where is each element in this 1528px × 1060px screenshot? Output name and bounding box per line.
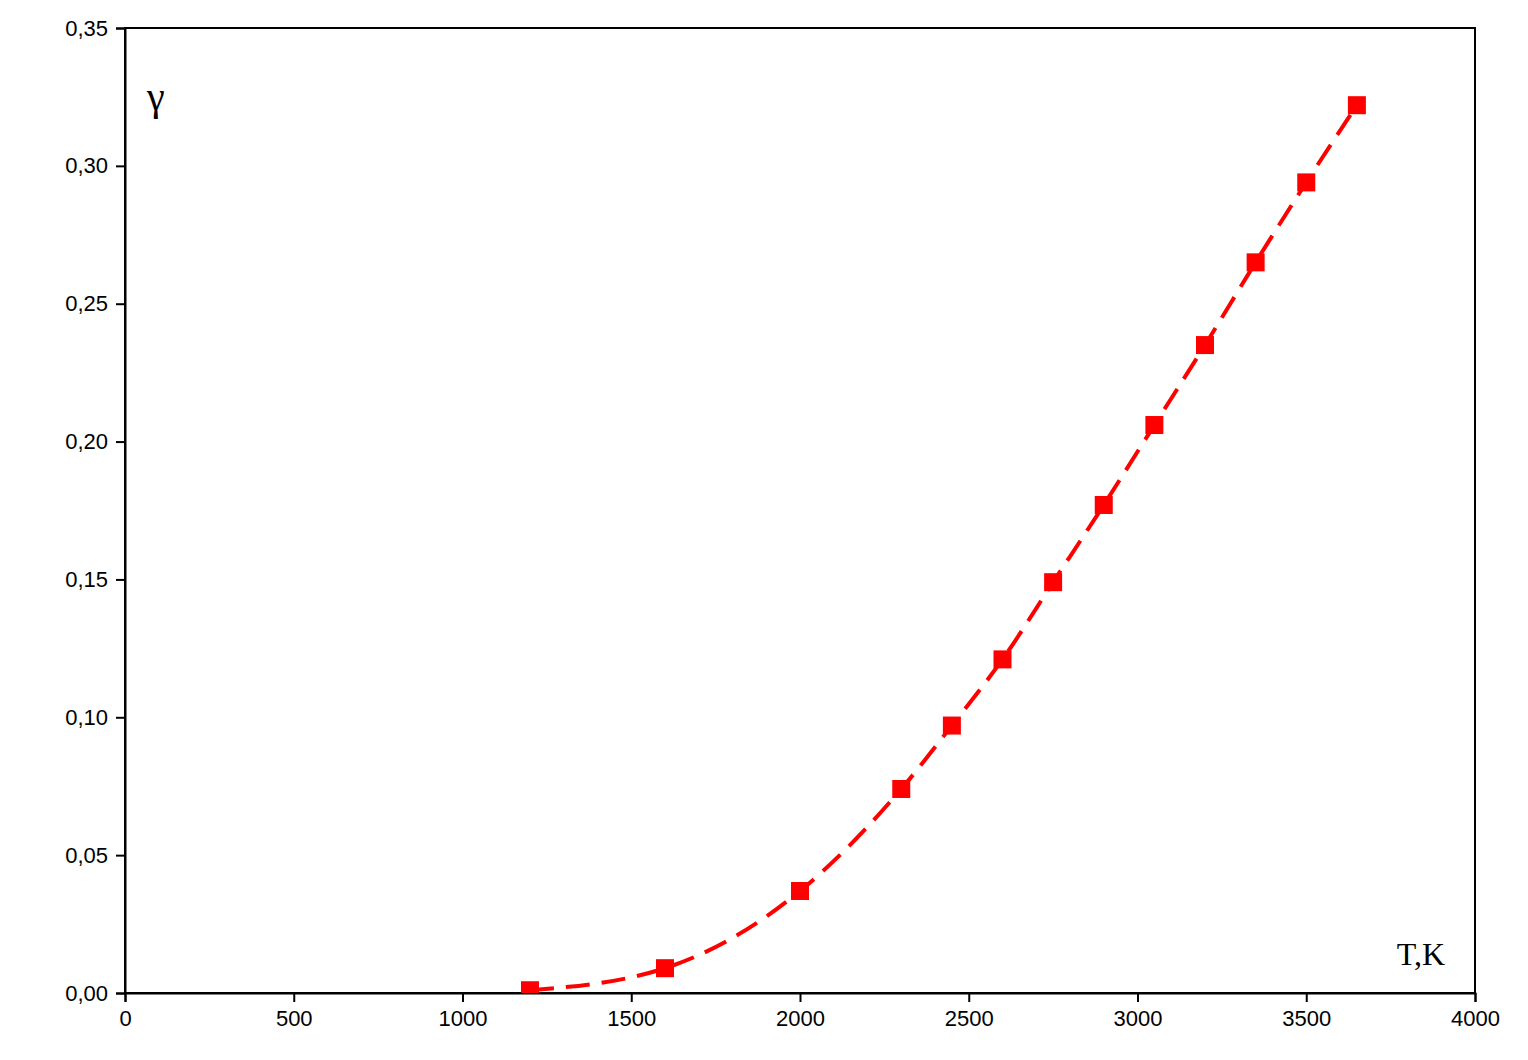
- y-tick: 0,20: [65, 429, 125, 454]
- marks: [521, 96, 1366, 993]
- x-tick-label: 2500: [945, 1006, 994, 1031]
- x-tick-mark: [1475, 993, 1477, 1002]
- data-point: [1297, 173, 1315, 191]
- y-tick-label: 0,35: [65, 16, 108, 41]
- data-point: [892, 780, 910, 798]
- x-tick: 1500: [607, 993, 656, 1031]
- y-tick-mark: [116, 579, 125, 581]
- data-point: [994, 650, 1012, 668]
- y-tick-mark: [116, 993, 125, 995]
- y-tick-label: 0,15: [65, 567, 108, 592]
- data-point: [1145, 416, 1163, 434]
- x-tick: 2500: [945, 993, 994, 1031]
- y-tick: 0,25: [65, 291, 125, 316]
- y-tick-mark: [116, 441, 125, 443]
- x-tick: 4000: [1451, 993, 1500, 1031]
- x-tick: 3000: [1114, 993, 1163, 1031]
- axis-line: [126, 994, 1476, 1003]
- y-tick: 0,35: [65, 16, 125, 41]
- x-tick: 500: [276, 993, 313, 1031]
- data-point: [656, 959, 674, 977]
- plot-frame: [125, 28, 1475, 993]
- y-axis-title: γ: [146, 74, 165, 119]
- data-point: [943, 717, 961, 735]
- y-tick: 0,10: [65, 705, 125, 730]
- x-axis-title: T,K: [1397, 936, 1445, 972]
- data-point: [1095, 496, 1113, 514]
- x-axis: 0 500 1000 1500 2000 2500 3000 3500 4000: [119, 993, 1500, 1031]
- chart: 0 500 1000 1500 2000 2500 3000 3500 4000 0,00 0,05…: [0, 0, 1528, 1060]
- x-tick-label: 1000: [439, 1006, 488, 1031]
- x-tick-mark: [293, 993, 295, 1002]
- y-tick-mark: [116, 165, 125, 167]
- y-tick: 0,05: [65, 843, 125, 868]
- x-tick-label: 0: [119, 1006, 131, 1031]
- y-tick-label: 0,05: [65, 843, 108, 868]
- x-tick-mark: [800, 993, 802, 1002]
- x-tick-label: 2000: [776, 1006, 825, 1031]
- y-tick: 0,30: [65, 153, 125, 178]
- x-tick-mark: [631, 993, 633, 1002]
- y-tick-mark: [116, 28, 125, 30]
- data-point: [1196, 336, 1214, 354]
- y-tick-mark: [116, 303, 125, 305]
- y-tick: 0,15: [65, 567, 125, 592]
- x-tick-label: 3000: [1114, 1006, 1163, 1031]
- y-tick: 0,00: [65, 981, 125, 1006]
- x-tick: 3500: [1282, 993, 1331, 1031]
- axis-line: [116, 29, 126, 994]
- data-point: [1044, 573, 1062, 591]
- x-tick: 1000: [439, 993, 488, 1031]
- data-point: [1348, 96, 1366, 114]
- y-tick-label: 0,20: [65, 429, 108, 454]
- data-point: [1247, 253, 1265, 271]
- x-tick-label: 3500: [1282, 1006, 1331, 1031]
- y-tick-label: 0,00: [65, 981, 108, 1006]
- data-point: [521, 981, 539, 993]
- plot: 0 500 1000 1500 2000 2500 3000 3500 4000 0,00 0,05…: [65, 16, 1500, 1031]
- x-tick-mark: [462, 993, 464, 1002]
- x-tick-label: 500: [276, 1006, 313, 1031]
- x-tick-mark: [968, 993, 970, 1002]
- y-tick-mark: [116, 717, 125, 719]
- y-axis: 0,00 0,05 0,10 0,15 0,20 0,25 0,30 0,35: [65, 16, 125, 1006]
- x-tick-mark: [1137, 993, 1139, 1002]
- x-tick-mark: [1306, 993, 1308, 1002]
- x-tick-label: 1500: [607, 1006, 656, 1031]
- y-tick-label: 0,25: [65, 291, 108, 316]
- y-tick-mark: [116, 855, 125, 857]
- series-line: [530, 105, 1357, 990]
- y-tick-label: 0,30: [65, 153, 108, 178]
- x-tick-label: 4000: [1451, 1006, 1500, 1031]
- x-tick: 0: [119, 993, 131, 1031]
- x-tick: 2000: [776, 993, 825, 1031]
- y-tick-label: 0,10: [65, 705, 108, 730]
- data-point: [791, 882, 809, 900]
